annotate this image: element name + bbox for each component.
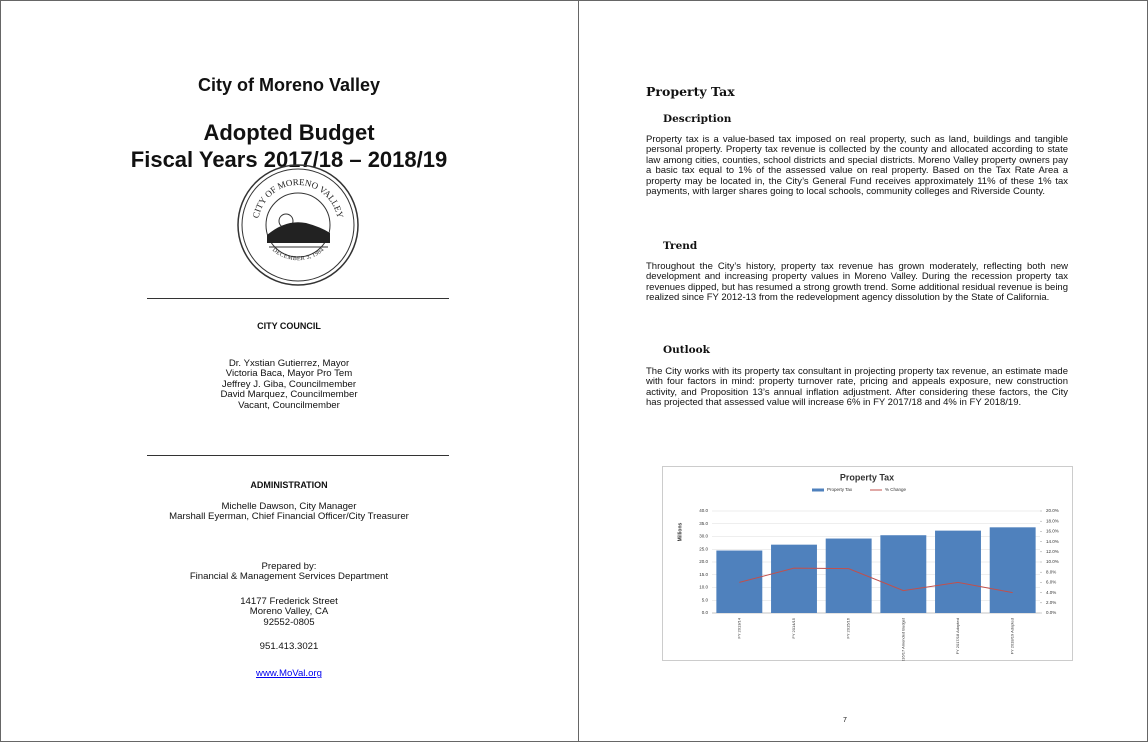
x-tick-label: FY 2014/15 xyxy=(791,617,796,638)
line xyxy=(739,567,1013,594)
paragraph: Throughout the City’s history, property … xyxy=(646,261,1068,304)
y2-tick-label: 18.0% xyxy=(1046,518,1059,523)
council-list: Dr. Yxstian Gutierrez, Mayor Victoria Bac… xyxy=(0,358,578,411)
paragraph: The City works with its property tax con… xyxy=(646,366,1068,409)
subtitle: Adopted Budget xyxy=(203,120,375,145)
website-link[interactable]: www.MoVal.org xyxy=(256,668,322,679)
website: www.MoVal.org xyxy=(0,668,578,679)
x-tick-label: FY 2013/14 xyxy=(736,617,741,638)
administrator: Marshall Eyerman, Chief Financial Office… xyxy=(169,511,409,523)
y2-tick-label: 4.0% xyxy=(1046,590,1056,595)
city-seal: CITY OF MORENO VALLEY DECEMBER 3, 1984 xyxy=(237,164,359,286)
subtitle: Fiscal Years 2017/18 – 2018/19 xyxy=(130,147,448,172)
y2-tick-label: 20.0% xyxy=(1046,508,1059,513)
address-line: 92552-0805 xyxy=(263,616,315,628)
chart: Property Tax 0.0 5.0 10.0 15.0 20.0 25.0 30.0 3… xyxy=(662,466,1073,661)
y2-tick-label: 0.0% xyxy=(1046,610,1056,615)
section-heading: Outlook xyxy=(663,344,710,356)
phone: 951.413.3021 xyxy=(259,641,319,652)
y-tick-label: 20.0 xyxy=(699,559,708,564)
section-heading: CITY COUNCIL xyxy=(257,321,321,331)
prepared-line: Financial & Management Services Departme… xyxy=(189,571,389,583)
chart-title: Property Tax xyxy=(840,472,894,482)
council-member: David Marquez, Councilmember xyxy=(220,389,358,401)
y-tick-label: 25.0 xyxy=(699,546,708,551)
bar xyxy=(880,535,927,613)
x-tick-label: FY 2017/18 Adopted xyxy=(955,618,960,654)
y-tick-label: 10.0 xyxy=(699,585,708,590)
page-number: 7 xyxy=(843,717,847,724)
y-tick-label: 15.0 xyxy=(699,572,708,577)
y2-tick-label: 12.0% xyxy=(1046,549,1059,554)
bar xyxy=(935,530,981,613)
section-heading: ADMINISTRATION xyxy=(250,480,328,490)
legend-swatch xyxy=(812,488,824,492)
address: 14177 Frederick Street Moreno Valley, CA 9… xyxy=(0,596,578,628)
x-tick-label: FY 2015/16 xyxy=(846,617,851,638)
council-member: Vacant, Councilmember xyxy=(238,399,340,411)
address-line: 14177 Frederick Street xyxy=(240,596,338,607)
legend-label: Property Tax xyxy=(827,487,853,492)
bar xyxy=(989,527,1036,613)
paragraph: Property tax is a value-based tax impose… xyxy=(646,134,1068,198)
y-tick-label: 30.0 xyxy=(699,534,708,539)
y2-tick-label: 8.0% xyxy=(1046,569,1056,574)
separator xyxy=(147,455,449,456)
prepared-by: Prepared by: Financial & Management Servi… xyxy=(0,561,578,583)
title: City of Moreno Valley xyxy=(197,75,381,95)
section-heading: Trend xyxy=(663,240,698,252)
section-heading: Description xyxy=(663,113,732,125)
council-member: Dr. Yxstian Gutierrez, Mayor xyxy=(228,358,350,369)
council-member: Victoria Baca, Mayor Pro Tem xyxy=(225,368,353,380)
y2-tick-label: 16.0% xyxy=(1046,529,1059,534)
y-tick-label: 0.0 xyxy=(702,610,709,615)
prepared-line: Prepared by: xyxy=(261,561,317,572)
x-tick-label: FY 2016/17 Amended Budget xyxy=(900,617,905,661)
y2-tick-label: 14.0% xyxy=(1046,539,1059,544)
bar xyxy=(716,550,763,613)
administrator: Michelle Dawson, City Manager xyxy=(221,501,357,512)
y2-tick-label: 10.0% xyxy=(1046,559,1059,564)
bar xyxy=(771,544,817,613)
legend-label: % Change xyxy=(885,487,907,492)
x-tick-label: FY 2018/19 Adopted xyxy=(1010,618,1015,654)
administration-list: Michelle Dawson, City Manager Marshall Ey… xyxy=(0,501,578,523)
y-axis-label: Millions xyxy=(677,522,683,541)
left-page xyxy=(0,0,579,742)
y-tick-label: 40.0 xyxy=(699,508,708,513)
bar xyxy=(825,538,872,613)
separator xyxy=(147,298,449,299)
y-tick-label: 5.0 xyxy=(702,597,709,602)
y2-tick-label: 2.0% xyxy=(1046,600,1056,605)
y-tick-label: 35.0 xyxy=(699,521,708,526)
phone: 951.413.3021 xyxy=(0,641,578,652)
address-line: Moreno Valley, CA xyxy=(249,606,329,618)
page-heading: Property Tax xyxy=(646,84,735,99)
y2-tick-label: 6.0% xyxy=(1046,580,1056,585)
council-member: Jeffrey J. Giba, Councilmember xyxy=(221,378,357,390)
